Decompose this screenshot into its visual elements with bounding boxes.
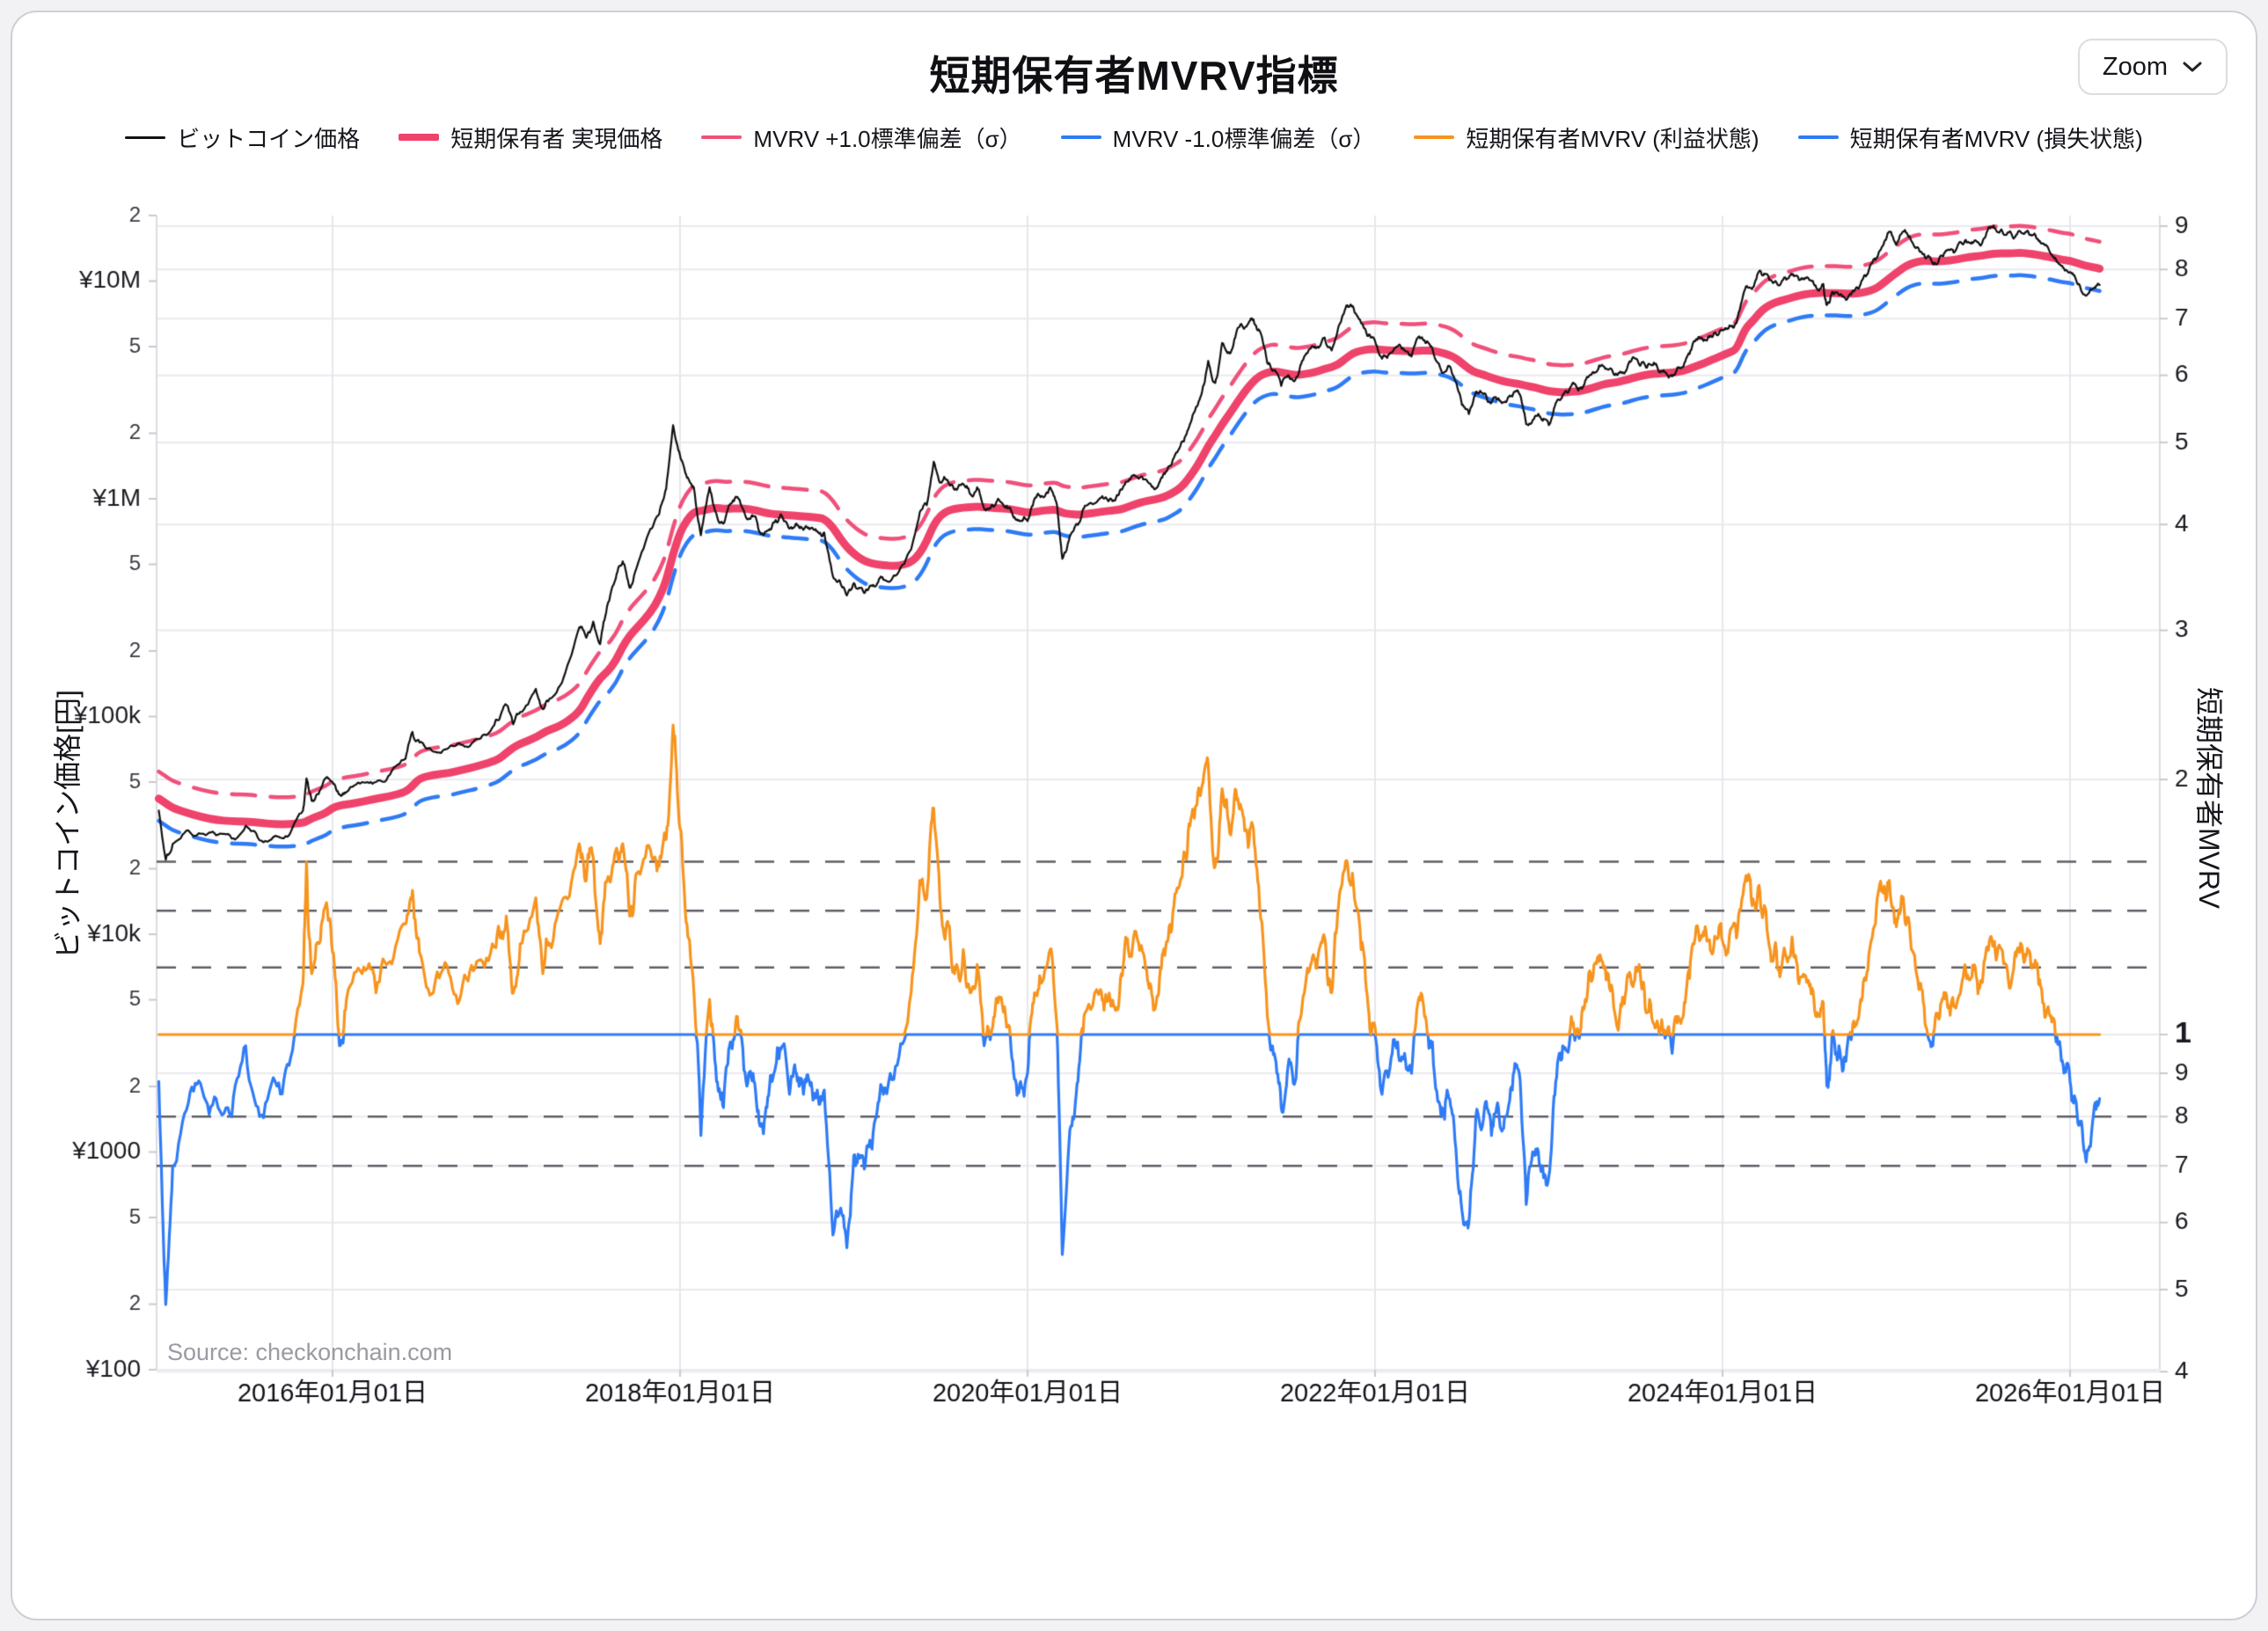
legend-swatch [1797,135,1839,139]
legend-item-3[interactable]: MVRV -1.0標準偏差（σ） [1060,121,1376,154]
right-axis-title: 短期保有者MVRV [2193,687,2225,909]
chevron-down-icon [2182,61,2203,73]
legend-swatch [1414,135,1455,139]
legend-label: MVRV +1.0標準偏差（σ） [753,125,1022,152]
legend-item-4[interactable]: 短期保有者MVRV (利益状態) [1414,121,1760,154]
legend-swatch [125,135,166,139]
page-title: 短期保有者MVRV指標 [929,53,1339,99]
legend-label: 短期保有者 実現価格 [450,125,663,152]
legend-swatch [1060,135,1101,139]
left-axis-title: ビットコイン価格[円] [52,690,84,959]
chart-legend: ビットコイン価格 短期保有者 実現価格 MVRV +1.0標準偏差（σ） MVRV -… [0,120,2268,155]
zoom-dropdown-button[interactable]: Zoom [2077,39,2228,95]
legend-label: MVRV -1.0標準偏差（σ） [1112,125,1376,152]
legend-label: ビットコイン価格 [177,125,361,152]
legend-item-5[interactable]: 短期保有者MVRV (損失状態) [1797,121,2143,154]
legend-swatch [701,135,743,139]
legend-item-1[interactable]: 短期保有者 実現価格 [399,121,662,154]
legend-swatch [399,134,440,141]
legend-label: 短期保有者MVRV (損失状態) [1849,125,2143,152]
legend-label: 短期保有者MVRV (利益状態) [1466,125,1760,152]
legend-item-2[interactable]: MVRV +1.0標準偏差（σ） [701,121,1022,154]
zoom-dropdown-label: Zoom [2102,52,2168,81]
source-attribution: Source: checkonchain.com [167,1339,453,1365]
legend-item-0[interactable]: ビットコイン価格 [125,121,360,154]
